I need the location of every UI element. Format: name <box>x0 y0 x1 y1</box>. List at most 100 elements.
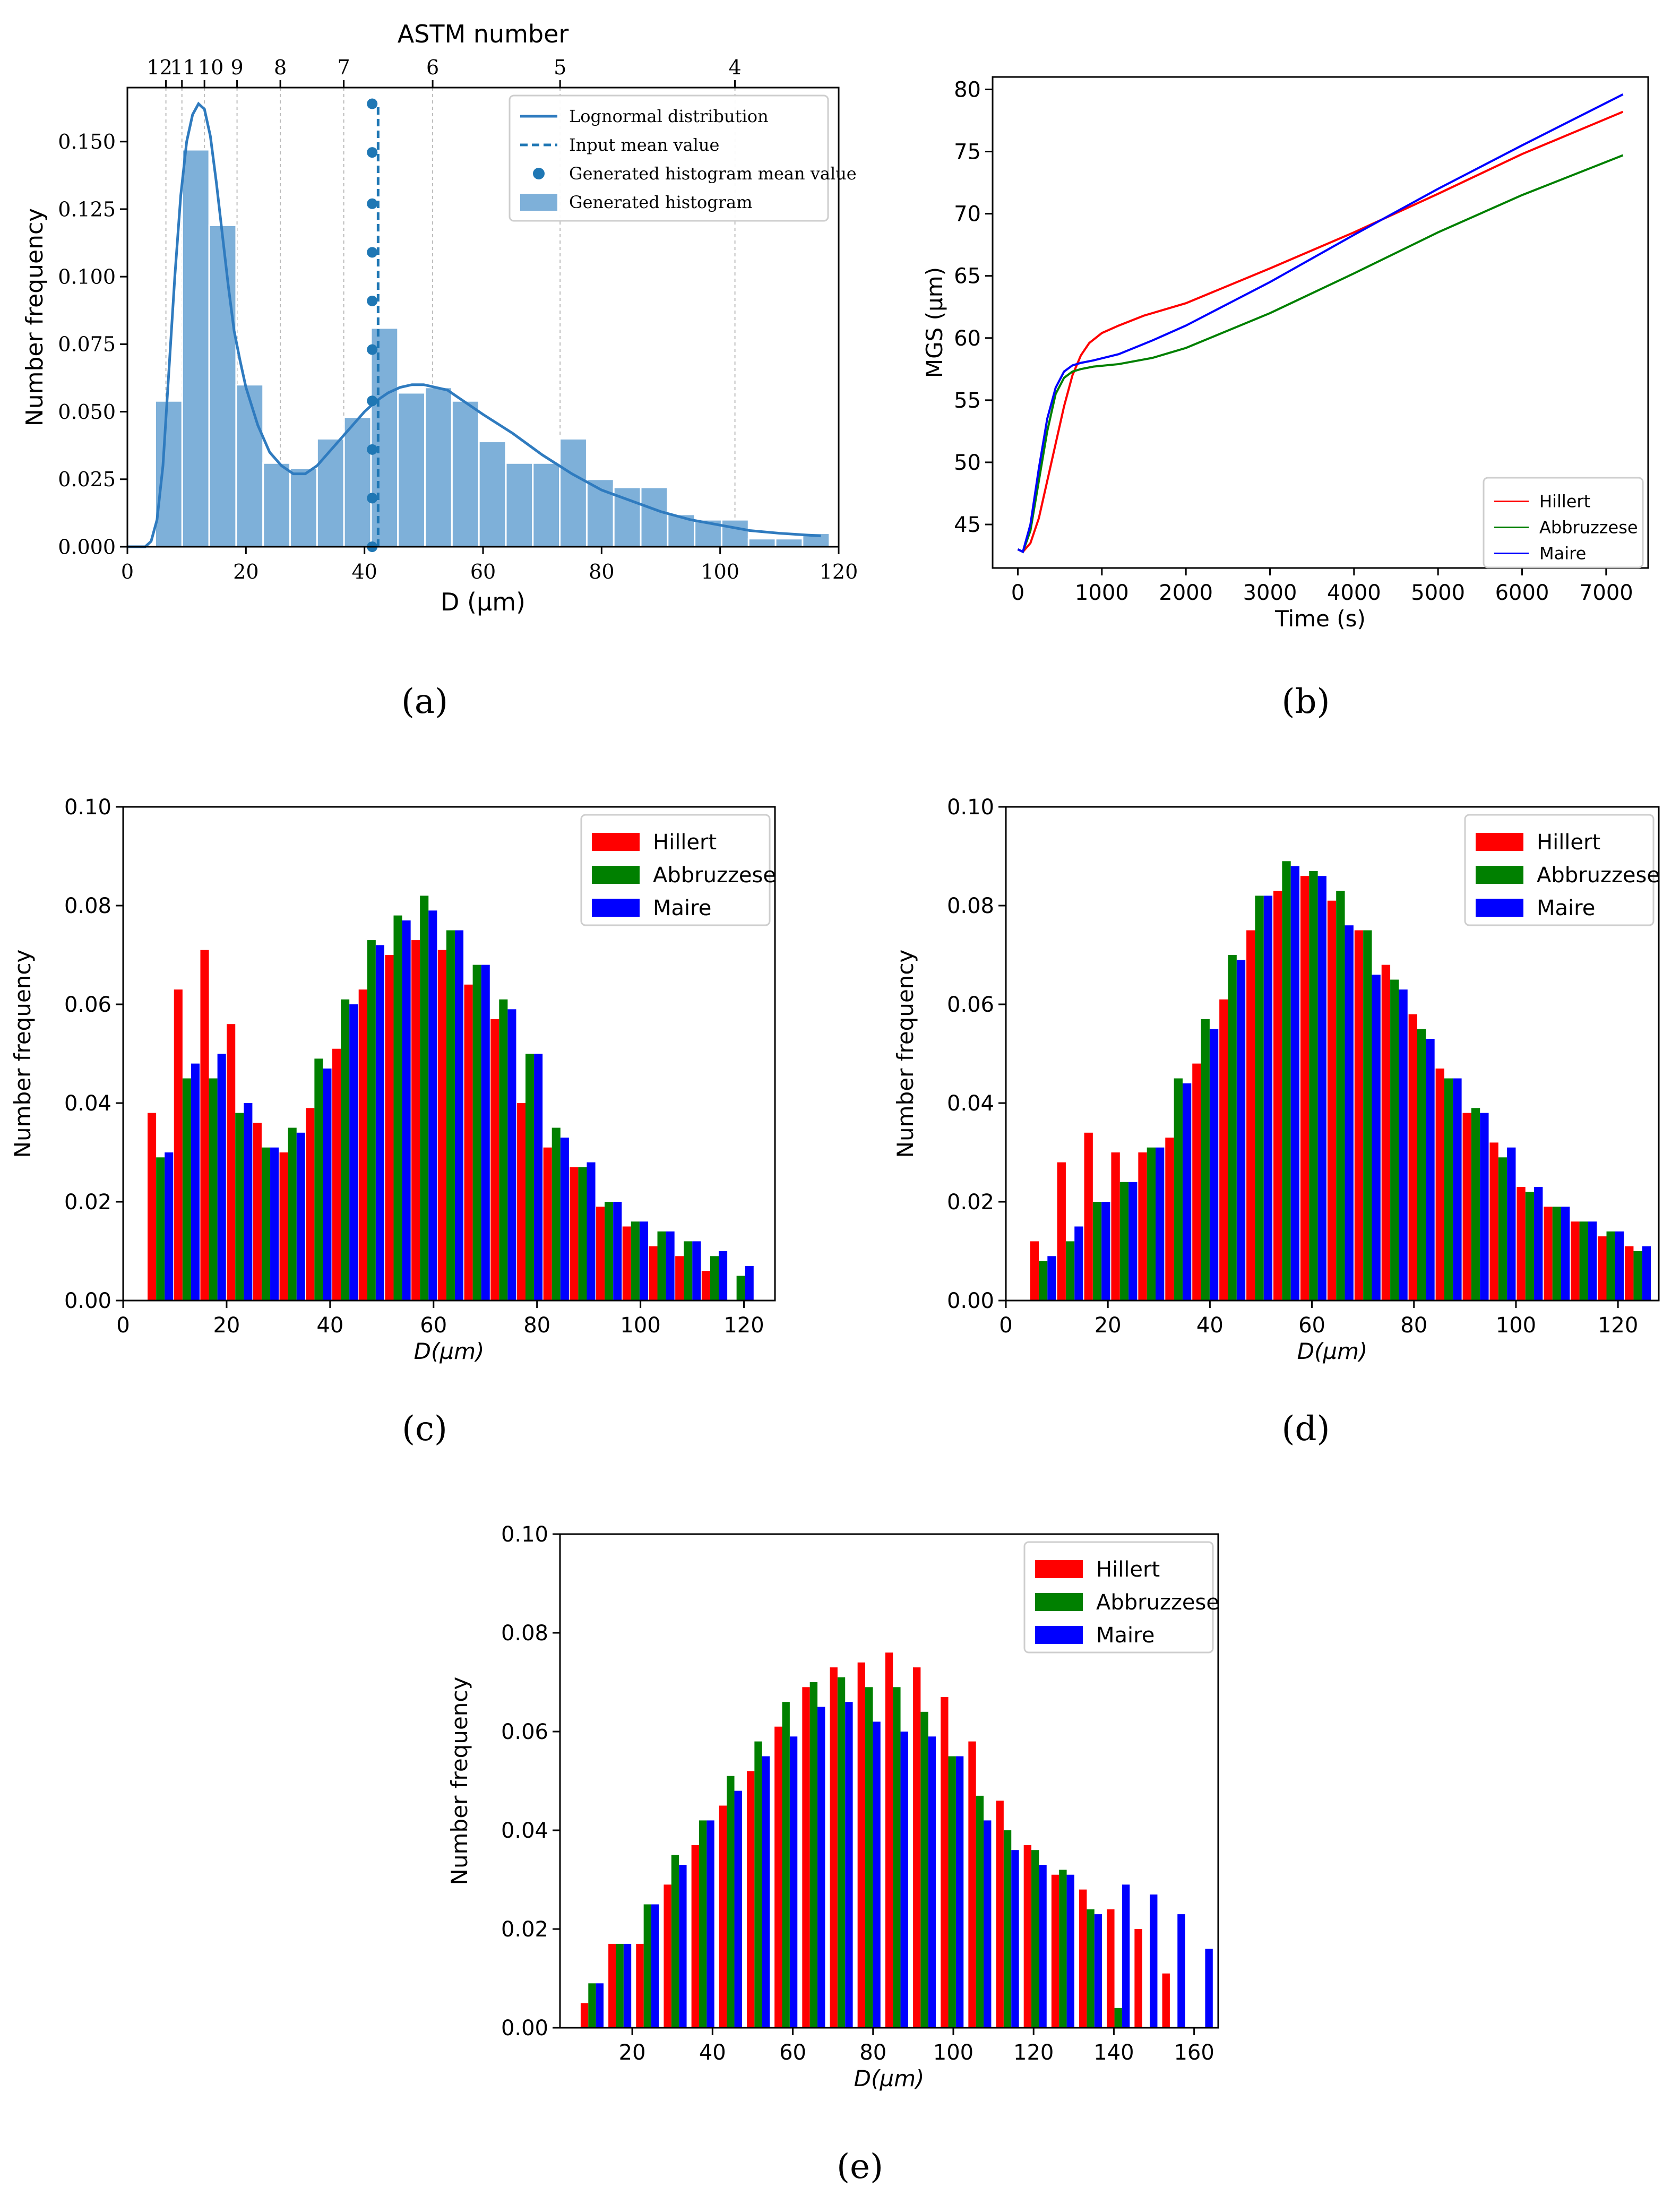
bar-abbruzzese <box>671 1855 679 2028</box>
y-tick-label: 0.100 <box>58 265 116 288</box>
bar-hillert <box>1327 900 1337 1301</box>
bar-maire <box>596 1983 604 2028</box>
bar-hillert <box>649 1246 658 1301</box>
bar-maire <box>1642 1246 1651 1301</box>
x-tick-label: 4000 <box>1327 581 1381 605</box>
bar-maire <box>270 1147 279 1301</box>
mean-point <box>367 444 378 455</box>
y-tick-label: 0.08 <box>64 894 111 918</box>
bar-maire <box>1290 866 1300 1301</box>
legend-swatch-histogram <box>520 194 557 211</box>
x-tick-label: 80 <box>589 560 614 583</box>
bar-abbruzzese <box>727 1776 735 2028</box>
lognormal-curve <box>127 101 821 548</box>
bar-abbruzzese <box>1031 1850 1039 2028</box>
y-tick-label: 55 <box>954 389 981 413</box>
legend-box-b <box>1483 477 1644 569</box>
x-tick-label: 160 <box>1174 2041 1214 2065</box>
chart-e: 20 40 60 80 100 120 140 160 0.00 0.02 0.04 0.06 0.08… <box>446 1522 1219 2091</box>
series-line-hillert <box>1017 110 1624 554</box>
series-line-maire <box>1017 93 1624 554</box>
bar-hillert <box>1625 1246 1634 1301</box>
bar-hillert <box>774 1726 782 2028</box>
bar-abbruzzese <box>1633 1251 1642 1301</box>
plot-frame-c <box>122 806 776 1302</box>
bar-maire <box>928 1736 936 2028</box>
x-axis-label: D(μm) <box>1297 1338 1368 1364</box>
legend-label: Generated histogram <box>569 192 752 212</box>
bar-hillert <box>1435 1068 1444 1301</box>
x-tick-label: 3000 <box>1243 581 1297 605</box>
bar-hillert <box>664 1884 671 2028</box>
bar-hillert <box>1057 1162 1066 1301</box>
bar-maire <box>454 930 464 1301</box>
histogram-bar <box>154 400 183 548</box>
bar-abbruzzese <box>1255 896 1264 1301</box>
y-tick-label: 0.02 <box>64 1190 111 1215</box>
legend-swatch-maire <box>592 899 640 917</box>
y-tick-label: 0.02 <box>501 1917 548 1942</box>
mean-point <box>367 344 378 355</box>
caption-d: (d) <box>1281 1409 1330 1449</box>
bar-maire <box>1150 1894 1158 2028</box>
bar-abbruzzese <box>684 1241 693 1301</box>
bar-abbruzzese <box>865 1687 873 2028</box>
x-tick-label: 80 <box>859 2041 886 2065</box>
x-tick-label: 20 <box>1095 1313 1122 1338</box>
bar-hillert <box>691 1845 699 2028</box>
plot-frame-e <box>559 1533 1219 2029</box>
bar-abbruzzese <box>893 1687 901 2028</box>
bar-hillert <box>543 1147 552 1301</box>
bar-abbruzzese <box>182 1078 191 1301</box>
legend-swatch-maire <box>1035 1626 1083 1644</box>
bar-hillert <box>968 1741 976 2028</box>
x-tick-label: 6000 <box>1495 581 1549 605</box>
legend-swatch-abbruzzese <box>592 866 640 884</box>
histogram-bar <box>316 437 345 548</box>
bar-maire <box>1615 1231 1624 1301</box>
y-tick-label: 0.00 <box>501 2016 548 2041</box>
bar-abbruzzese <box>643 1904 652 2028</box>
mean-point <box>367 493 378 504</box>
legend-label-maire: Maire <box>1539 544 1586 564</box>
y-tick-label: 0.06 <box>501 1720 548 1744</box>
histogram-bar <box>370 327 399 548</box>
bar-maire <box>1182 1083 1192 1301</box>
bar-abbruzzese <box>1579 1221 1588 1301</box>
y-axis-label: Number frequency <box>10 950 36 1158</box>
bar-maire <box>845 1702 853 2028</box>
legend-label-abbruzzese: Abbruzzese <box>1539 518 1638 538</box>
bar-hillert <box>701 1271 710 1301</box>
bar-abbruzzese <box>920 1711 928 2028</box>
bar-maire <box>349 1004 358 1301</box>
histogram-bar <box>181 149 210 548</box>
x-tick-label: 0 <box>1011 581 1024 605</box>
caption-e: (e) <box>837 2147 883 2186</box>
bar-hillert <box>279 1152 288 1301</box>
bar-maire <box>666 1231 675 1301</box>
bar-hillert <box>1517 1187 1526 1301</box>
y-tick-label: 0.06 <box>64 993 111 1017</box>
bar-hillert <box>830 1667 838 2028</box>
legend-label-hillert: Hillert <box>1539 492 1590 512</box>
bar-maire <box>165 1152 174 1301</box>
astm-tick-label: 12 <box>147 56 172 79</box>
bar-hillert <box>1246 930 1255 1301</box>
bar-maire <box>1094 1914 1102 2028</box>
bar-abbruzzese <box>156 1157 165 1301</box>
astm-tick-label: 5 <box>554 56 566 79</box>
bar-maire <box>613 1202 622 1301</box>
x-tick-label: 120 <box>1598 1313 1638 1338</box>
bar-abbruzzese <box>699 1820 707 2028</box>
caption-c: (c) <box>402 1409 447 1449</box>
bar-hillert <box>1030 1241 1039 1301</box>
y-axis-label: MGS (μm) <box>921 267 947 378</box>
y-tick-label: 0.00 <box>64 1289 111 1313</box>
bar-maire <box>1588 1221 1597 1301</box>
bar-hillert <box>1051 1874 1059 2028</box>
histogram-bar <box>397 392 426 548</box>
mean-point <box>367 147 378 158</box>
histogram-bar <box>235 384 264 548</box>
bar-maire <box>692 1241 701 1301</box>
bar-maire <box>1317 876 1326 1301</box>
